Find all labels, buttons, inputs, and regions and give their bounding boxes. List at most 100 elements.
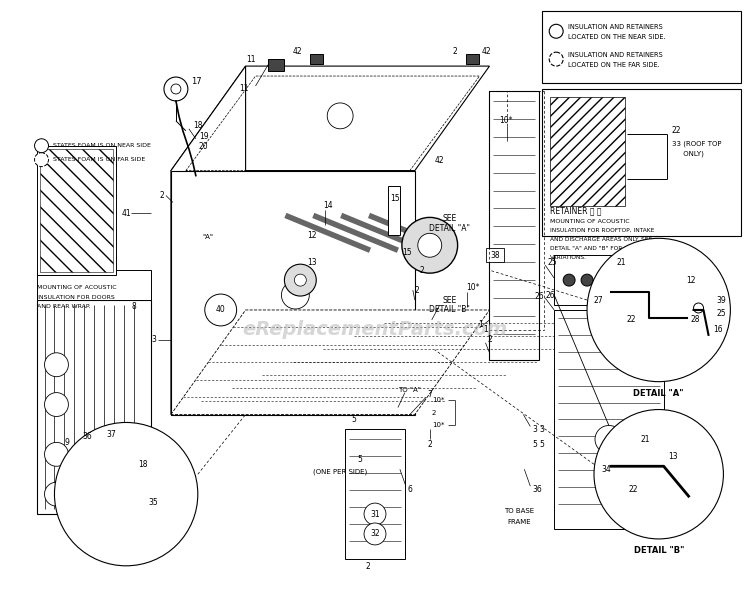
Text: 41: 41 — [122, 209, 130, 218]
Text: 22: 22 — [628, 485, 638, 494]
Text: 2: 2 — [488, 335, 492, 345]
Text: 10*: 10* — [432, 422, 444, 428]
Circle shape — [694, 303, 703, 313]
Text: 23: 23 — [288, 290, 302, 300]
Text: 2: 2 — [420, 266, 424, 275]
Bar — [554, 255, 664, 305]
Bar — [692, 295, 712, 313]
Polygon shape — [171, 66, 490, 170]
Text: 10*: 10* — [500, 116, 513, 125]
Text: 12: 12 — [308, 231, 316, 240]
Text: (ONE PER SIDE): (ONE PER SIDE) — [313, 469, 368, 475]
Text: 25: 25 — [548, 258, 556, 266]
Text: 22: 22 — [627, 315, 636, 324]
Text: ONLY): ONLY) — [672, 150, 704, 157]
Text: 42: 42 — [482, 46, 491, 56]
Text: 25: 25 — [716, 309, 726, 318]
Text: INSULATION AND RETAINERS: INSULATION AND RETAINERS — [568, 24, 663, 31]
Text: 11: 11 — [239, 84, 248, 93]
Text: 6: 6 — [408, 485, 413, 494]
Text: 14: 14 — [323, 201, 333, 210]
Circle shape — [594, 409, 724, 539]
Text: 38: 38 — [490, 251, 500, 260]
Circle shape — [164, 77, 188, 101]
Text: 5: 5 — [539, 440, 544, 449]
Text: FRAME: FRAME — [508, 519, 531, 525]
Circle shape — [563, 274, 575, 286]
Text: 28: 28 — [691, 315, 700, 324]
Bar — [490, 91, 539, 360]
Circle shape — [418, 233, 442, 257]
Text: VARIATIONS.: VARIATIONS. — [550, 255, 587, 260]
Circle shape — [364, 523, 386, 545]
Bar — [268, 59, 284, 71]
Bar — [37, 270, 151, 300]
Text: 9: 9 — [64, 438, 69, 447]
Bar — [37, 300, 151, 514]
Text: 18: 18 — [193, 122, 202, 130]
Text: MOUNTING OF ACOUSTIC: MOUNTING OF ACOUSTIC — [550, 219, 630, 224]
Circle shape — [581, 274, 593, 286]
Text: TO "A": TO "A" — [398, 387, 422, 393]
Text: 42: 42 — [292, 46, 302, 56]
Bar — [487, 248, 505, 262]
Circle shape — [402, 218, 457, 273]
Text: 2: 2 — [415, 285, 419, 295]
Text: LOCATED ON THE NEAR SIDE.: LOCATED ON THE NEAR SIDE. — [568, 34, 666, 40]
Text: RETAINER ⓟ ⓡ: RETAINER ⓟ ⓡ — [550, 206, 602, 215]
Bar — [554, 310, 664, 529]
Bar — [40, 148, 113, 272]
Bar — [345, 430, 405, 559]
Text: SEE: SEE — [442, 296, 457, 304]
Bar — [604, 272, 632, 314]
Text: 31: 31 — [370, 510, 380, 519]
Text: DETAIL "A" AND "B" FOR SPLITTER: DETAIL "A" AND "B" FOR SPLITTER — [550, 246, 652, 251]
Text: 15: 15 — [402, 247, 412, 257]
Text: 26: 26 — [617, 435, 626, 444]
Circle shape — [587, 238, 730, 382]
Text: 15: 15 — [390, 194, 400, 203]
Text: 13: 13 — [308, 258, 317, 266]
Text: 2: 2 — [366, 562, 370, 571]
Circle shape — [284, 264, 316, 296]
Text: 27: 27 — [594, 296, 604, 304]
Text: 29: 29 — [51, 400, 62, 409]
Text: 42: 42 — [435, 156, 444, 165]
Text: 33 (ROOF TOP: 33 (ROOF TOP — [672, 141, 722, 147]
Circle shape — [549, 52, 563, 66]
Text: 7: 7 — [427, 390, 433, 399]
Text: 36: 36 — [82, 432, 92, 441]
Text: 11: 11 — [246, 54, 256, 64]
Text: 26: 26 — [545, 291, 555, 299]
Circle shape — [205, 294, 237, 326]
Text: 22: 22 — [672, 126, 681, 135]
Text: 35: 35 — [148, 497, 158, 507]
Text: 26: 26 — [535, 291, 544, 301]
Text: DETAIL "B": DETAIL "B" — [634, 546, 684, 555]
Text: INSULATION AND RETAINERS: INSULATION AND RETAINERS — [568, 52, 663, 58]
Text: 3: 3 — [532, 425, 537, 434]
Text: 13: 13 — [669, 452, 678, 461]
Text: 30: 30 — [51, 360, 62, 369]
Text: MOUNTING OF ACOUSTIC: MOUNTING OF ACOUSTIC — [37, 285, 116, 290]
Circle shape — [34, 153, 49, 167]
Text: DETAIL "B": DETAIL "B" — [429, 306, 470, 315]
Circle shape — [44, 482, 68, 506]
Bar — [310, 54, 323, 64]
Text: LOCATED ON THE FAR SIDE.: LOCATED ON THE FAR SIDE. — [568, 62, 660, 68]
Bar — [604, 447, 628, 478]
Text: SEE: SEE — [442, 214, 457, 223]
Text: 40: 40 — [216, 306, 226, 315]
Bar — [466, 54, 478, 64]
Text: AND REAR WRAP.: AND REAR WRAP. — [37, 304, 90, 310]
Circle shape — [634, 274, 646, 286]
Bar — [388, 186, 400, 235]
Text: 21: 21 — [640, 435, 650, 444]
Text: DETAIL "A": DETAIL "A" — [429, 224, 470, 233]
Circle shape — [549, 24, 563, 38]
Text: 20: 20 — [199, 142, 208, 152]
Text: 2: 2 — [453, 46, 458, 56]
Text: 34: 34 — [601, 465, 610, 474]
Circle shape — [171, 84, 181, 94]
Bar — [171, 170, 415, 414]
